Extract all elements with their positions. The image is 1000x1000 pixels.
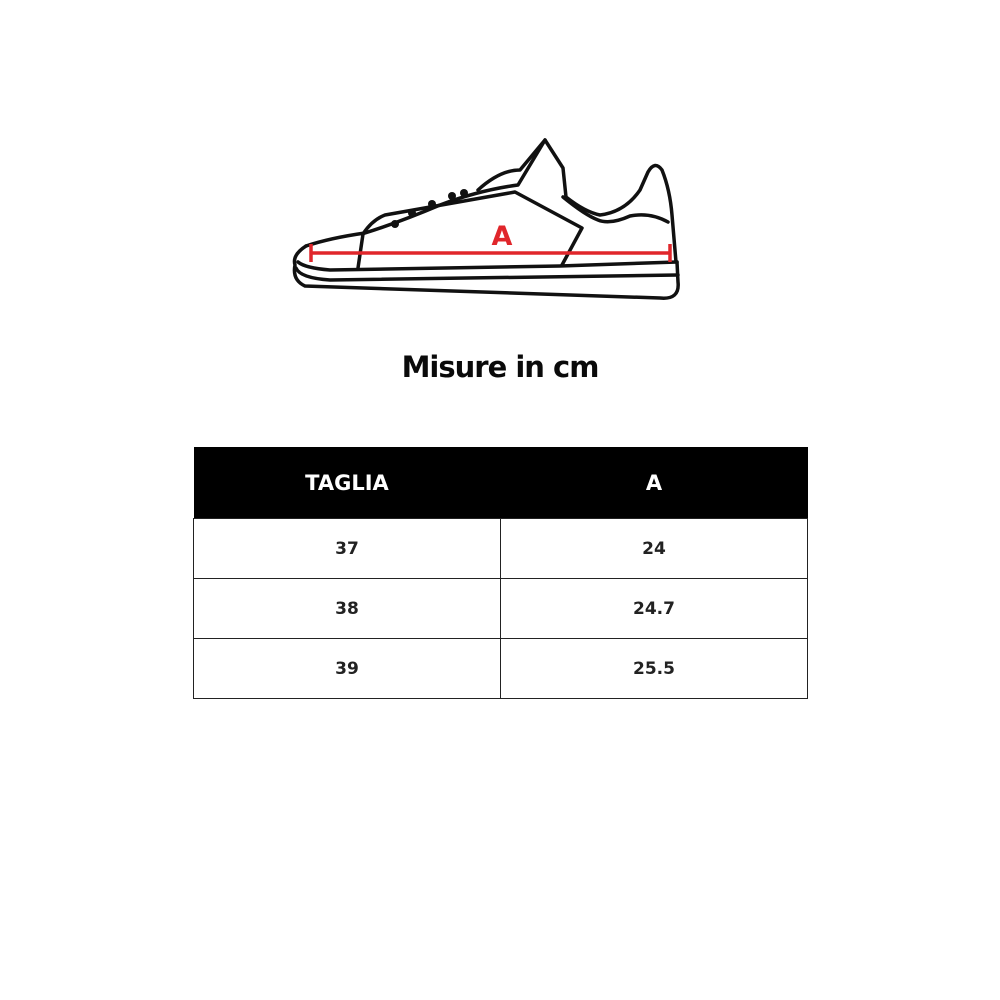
shoe-sole-top bbox=[296, 260, 679, 272]
cell-size: 37 bbox=[193, 518, 501, 579]
cell-a: 24.7 bbox=[500, 578, 808, 639]
cell-a: 25.5 bbox=[500, 638, 808, 699]
header-taglia: TAGLIA bbox=[193, 447, 501, 519]
measure-label: A bbox=[492, 221, 513, 252]
shoe-sole-outline bbox=[292, 244, 680, 300]
size-table: TAGLIA A 37 24 38 24.7 39 25.5 bbox=[193, 447, 808, 699]
cell-a: 24 bbox=[500, 518, 808, 579]
cell-size: 38 bbox=[193, 578, 501, 639]
table-row: 37 24 bbox=[193, 518, 808, 579]
shoe-diagram: A bbox=[292, 138, 680, 300]
cell-size: 39 bbox=[193, 638, 501, 699]
page-title: Misure in cm bbox=[401, 350, 600, 384]
table-row: 38 24.7 bbox=[193, 578, 808, 639]
shoe-side-panel bbox=[361, 190, 584, 267]
shoe-toe-cap bbox=[356, 232, 365, 270]
header-a: A bbox=[500, 447, 808, 519]
shoe-heel-panle bbox=[561, 195, 670, 224]
shoe-sole-mid bbox=[294, 266, 680, 282]
shoe-upper-outline bbox=[304, 138, 678, 264]
shoe-tongue bbox=[476, 138, 547, 192]
measure-line bbox=[309, 244, 672, 262]
shoe-laces bbox=[391, 189, 468, 228]
table-row: 39 25.5 bbox=[193, 638, 808, 699]
